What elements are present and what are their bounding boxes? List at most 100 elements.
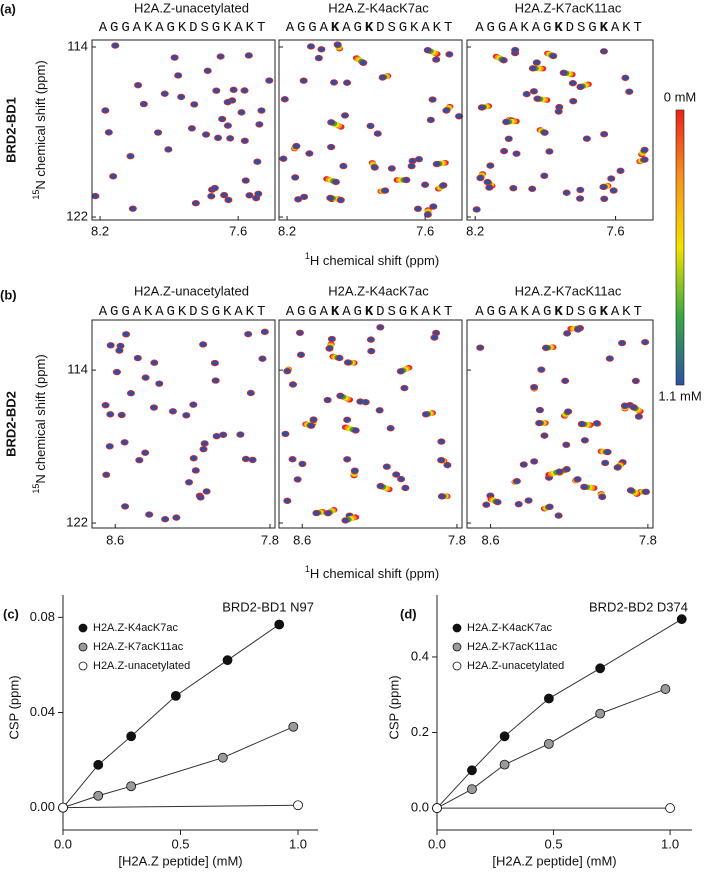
x-tick-label: 0.5 <box>545 836 563 851</box>
peak <box>255 121 264 128</box>
peak <box>528 65 537 72</box>
peak <box>432 160 441 168</box>
sequence-segment: DSGKAKT <box>376 304 455 320</box>
peak <box>189 455 198 462</box>
data-point <box>543 738 554 749</box>
series-line <box>436 618 683 809</box>
legend-marker <box>78 661 88 671</box>
peak <box>202 131 211 138</box>
x-tick-label: 0.5 <box>171 836 189 851</box>
legend-entry: H2A.Z-K4acK7ac <box>93 622 178 634</box>
data-point <box>93 790 104 801</box>
peak <box>161 516 170 523</box>
panel-label: (d) <box>400 606 417 621</box>
sequence-segment: K <box>365 20 376 36</box>
peak <box>335 354 344 362</box>
sequence-segment: K <box>554 304 565 320</box>
x-tick-label: 8.6 <box>106 532 124 547</box>
peak <box>640 156 649 163</box>
peak <box>115 347 124 354</box>
peak <box>299 77 308 84</box>
peak <box>382 463 391 470</box>
peak <box>641 338 650 346</box>
peak <box>202 488 211 495</box>
peak <box>401 484 410 492</box>
peak <box>528 185 537 193</box>
legend-entry: H2A.Z-unacetylated <box>93 660 190 672</box>
peak <box>512 150 521 157</box>
y-tick-label: 122 <box>66 208 88 223</box>
peak <box>423 211 432 218</box>
peak <box>423 46 432 54</box>
peak <box>437 456 446 464</box>
peak <box>121 503 130 510</box>
color-bar-label: 1.1 mM <box>658 388 701 403</box>
sequence-segment: AGGA <box>286 20 331 36</box>
peak <box>482 501 491 508</box>
peak <box>396 368 405 375</box>
panel-title: H2A.Z-unacetylated <box>134 283 249 298</box>
peak <box>414 156 423 163</box>
peak <box>493 498 502 506</box>
peak <box>139 100 148 108</box>
peak <box>218 115 227 123</box>
peak <box>509 185 518 192</box>
peak <box>288 456 297 463</box>
legend-entry: H2A.Z-K7acK11ac <box>93 641 184 653</box>
peak <box>128 205 137 212</box>
x-tick-label: 8.2 <box>278 223 296 238</box>
peak <box>573 326 582 333</box>
superscript: 1 <box>305 251 310 261</box>
peak <box>106 342 115 349</box>
peak <box>559 69 568 77</box>
peak <box>430 334 439 341</box>
sequence-segment: AGGAKAG <box>475 304 554 320</box>
peak <box>280 96 289 103</box>
peak <box>292 142 301 150</box>
peak <box>258 355 267 362</box>
sequence-segment: K <box>331 20 342 36</box>
peak <box>476 174 485 182</box>
chart-title: BRD2-BD1 N97 <box>222 599 314 614</box>
peak <box>135 457 144 464</box>
peak <box>224 196 233 204</box>
sequence-segment: AGGAKAGKDSGKAKT <box>99 304 269 320</box>
peak <box>212 432 221 440</box>
peak <box>442 107 451 114</box>
peak <box>212 87 221 94</box>
peak <box>535 419 544 427</box>
peak <box>164 146 173 153</box>
superscript: 15 <box>31 484 41 494</box>
y-tick-label: 0.00 <box>30 799 55 814</box>
peak <box>626 487 635 494</box>
peak <box>216 53 225 60</box>
peak <box>101 401 110 409</box>
peak <box>314 54 323 62</box>
peak <box>325 345 334 352</box>
peak <box>599 183 608 191</box>
series-line <box>62 804 299 809</box>
peak <box>336 196 345 204</box>
peak <box>210 359 219 367</box>
peak <box>141 374 150 381</box>
peak <box>199 446 208 453</box>
panel-label: (b) <box>0 287 17 302</box>
peak <box>244 330 253 338</box>
peak <box>580 483 589 491</box>
data-point <box>222 655 233 666</box>
peak <box>429 203 438 210</box>
legend-marker <box>452 642 462 652</box>
peak <box>529 88 538 95</box>
peak <box>609 187 618 194</box>
data-point <box>217 752 228 763</box>
peak <box>106 411 115 418</box>
peak <box>327 335 336 343</box>
peak <box>305 150 314 157</box>
peak <box>443 461 452 469</box>
peak <box>126 152 135 160</box>
sequence-segment: DSGKAKT <box>376 20 455 36</box>
legend-marker <box>78 642 88 652</box>
peak <box>331 178 340 186</box>
peak <box>265 77 274 84</box>
y-tick-label: 114 <box>67 38 88 53</box>
